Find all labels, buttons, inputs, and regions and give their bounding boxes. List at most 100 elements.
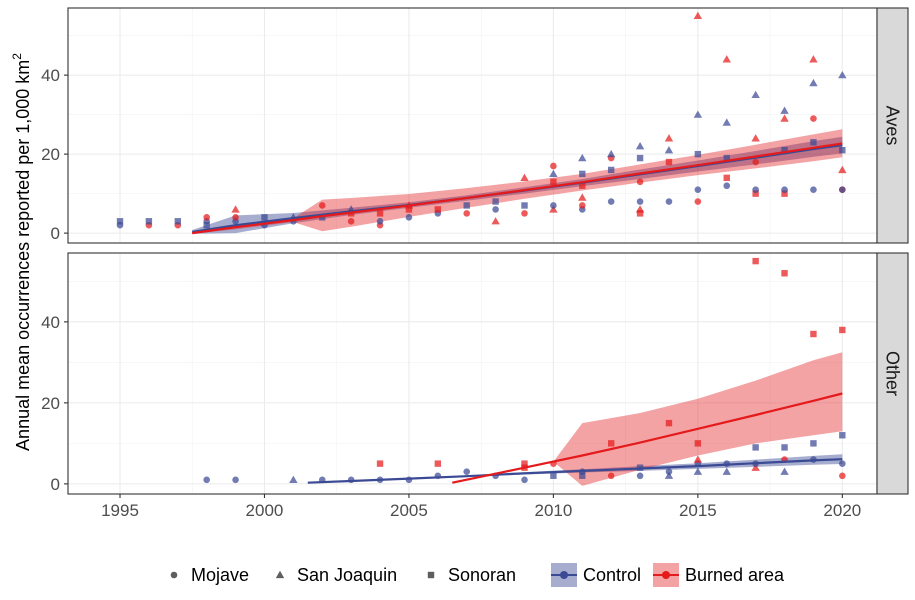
fit-line-control xyxy=(307,458,843,484)
legend-key-point xyxy=(560,571,568,579)
facet-label-other: Other xyxy=(883,351,903,396)
point-mojave-control xyxy=(405,214,413,221)
point-sonoran-control xyxy=(145,218,153,225)
point-mojave-burned-area xyxy=(810,115,817,122)
point-san-joaquin-control xyxy=(693,467,703,475)
legend-key-point xyxy=(662,571,670,579)
legend: Mojave San Joaquin Sonoran Control Burned ar… xyxy=(170,563,785,587)
legend-label: San Joaquin xyxy=(297,565,397,585)
point-mojave-burned-area xyxy=(839,472,846,480)
point-sonoran-control xyxy=(723,154,730,162)
point-mojave-burned-area xyxy=(607,472,615,480)
point-mojave-burned-area xyxy=(752,158,759,166)
point-mojave-burned-area xyxy=(636,178,644,186)
fit-line-burned-area xyxy=(452,392,843,484)
point-sonoran-control xyxy=(203,222,210,229)
point-mojave-burned-area xyxy=(578,202,586,209)
point-sonoran-burned-area xyxy=(810,330,817,338)
point-mojave-burned-area xyxy=(463,210,471,217)
point-mojave-control xyxy=(550,202,557,209)
y-axis-title-superscript: 2 xyxy=(10,53,24,60)
panel-background xyxy=(68,8,877,243)
point-sonoran-control xyxy=(319,214,326,221)
point-san-joaquin-burned-area xyxy=(693,455,703,463)
ribbon-burned-area xyxy=(452,352,843,486)
point-mojave-control xyxy=(694,186,702,193)
legend-key-square xyxy=(427,571,435,579)
point-san-joaquin-control xyxy=(635,142,645,150)
point-sonoran-burned-area xyxy=(521,460,528,467)
point-sonoran-burned-area xyxy=(694,440,702,447)
point-sonoran-control xyxy=(521,202,528,209)
point-mojave-burned-area xyxy=(318,202,326,209)
x-tick-label: 2010 xyxy=(534,501,572,520)
point-sonoran-control xyxy=(839,432,846,439)
legend-label: Mojave xyxy=(191,565,249,585)
legend-item-sonoran: Sonoran xyxy=(427,565,516,585)
point-sonoran-control xyxy=(579,170,586,178)
point-san-joaquin-burned-area xyxy=(693,11,703,20)
point-sonoran-control xyxy=(752,444,759,451)
point-san-joaquin-control xyxy=(722,467,731,475)
x-tick-label: 2000 xyxy=(246,501,284,520)
point-san-joaquin-burned-area xyxy=(231,205,240,213)
panel-other: 0 20 40 Other xyxy=(41,252,909,495)
point-mojave-control xyxy=(839,186,846,193)
point-mojave-control xyxy=(376,217,384,225)
point-sonoran-control xyxy=(607,166,615,174)
x-tick-label: 1995 xyxy=(101,501,139,520)
point-san-joaquin-burned-area xyxy=(838,165,847,174)
legend-label: Burned area xyxy=(685,565,785,585)
point-mojave-control xyxy=(521,476,528,484)
point-san-joaquin-burned-area xyxy=(780,114,789,122)
point-sonoran-control xyxy=(839,146,846,154)
legend-item-san-joaquin: San Joaquin xyxy=(275,565,397,585)
point-mojave-burned-area xyxy=(347,217,355,225)
y-tick-label: 0 xyxy=(51,475,60,494)
x-tick-label: 2015 xyxy=(679,501,717,520)
point-sonoran-burned-area xyxy=(665,419,673,427)
point-mojave-control xyxy=(203,476,210,484)
point-mojave-control xyxy=(492,206,499,213)
point-sonoran-control xyxy=(781,146,788,154)
point-san-joaquin-burned-area xyxy=(549,205,558,213)
point-mojave-control xyxy=(636,198,644,205)
point-san-joaquin-burned-area xyxy=(722,55,731,63)
point-mojave-control xyxy=(463,468,471,476)
y-axis-title: Annual mean occurrences reported per 1,0… xyxy=(10,53,33,451)
legend-key-circle xyxy=(170,571,178,579)
point-sonoran-burned-area xyxy=(665,158,673,166)
point-mojave-burned-area xyxy=(550,162,557,170)
point-sonoran-control xyxy=(463,202,470,209)
point-mojave-control xyxy=(810,186,817,193)
ribbon-control xyxy=(192,136,843,234)
legend-item-burned-area: Burned area xyxy=(653,563,785,587)
point-san-joaquin-burned-area xyxy=(751,134,760,142)
point-sonoran-control xyxy=(810,440,817,447)
point-sonoran-burned-area xyxy=(781,270,788,277)
point-mojave-control xyxy=(781,186,788,193)
y-tick-label: 40 xyxy=(41,313,60,332)
point-sonoran-burned-area xyxy=(434,206,442,213)
x-tick-label: 2005 xyxy=(390,501,428,520)
facet-strip xyxy=(876,7,909,244)
point-san-joaquin-control xyxy=(289,475,298,483)
point-san-joaquin-burned-area xyxy=(635,205,645,213)
y-tick-label: 20 xyxy=(41,394,60,413)
point-mojave-control xyxy=(723,182,731,190)
point-sonoran-control xyxy=(116,218,124,225)
point-mojave-control xyxy=(752,186,759,193)
legend-key-triangle xyxy=(275,570,285,579)
point-sonoran-control xyxy=(694,150,702,158)
point-san-joaquin-control xyxy=(664,471,674,479)
point-san-joaquin-burned-area xyxy=(751,463,760,471)
point-sonoran-burned-area xyxy=(752,190,759,197)
point-sonoran-burned-area xyxy=(839,326,846,334)
point-san-joaquin-control xyxy=(838,70,847,79)
point-mojave-control xyxy=(607,198,615,205)
legend-label: Control xyxy=(583,565,641,585)
point-san-joaquin-burned-area xyxy=(491,217,500,225)
point-san-joaquin-control xyxy=(751,90,760,99)
point-mojave-control xyxy=(665,468,673,476)
y-tick-label: 40 xyxy=(41,66,60,85)
